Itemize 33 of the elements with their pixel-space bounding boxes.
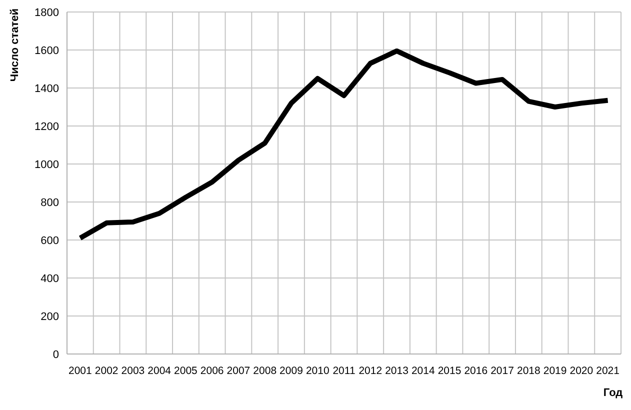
y-tick-label: 800 bbox=[40, 196, 59, 209]
x-tick-label: 2019 bbox=[543, 365, 567, 377]
y-tick-label: 1200 bbox=[34, 120, 59, 133]
x-tick-label: 2009 bbox=[280, 365, 304, 377]
y-axis-title: Число статей bbox=[9, 8, 21, 82]
x-tick-label: 2012 bbox=[358, 365, 382, 377]
x-axis-title: Год bbox=[603, 387, 623, 399]
y-tick-label: 1000 bbox=[34, 158, 59, 171]
x-tick-label: 2003 bbox=[121, 365, 145, 377]
y-tick-label: 400 bbox=[40, 272, 59, 285]
x-tick-label: 2011 bbox=[332, 365, 356, 377]
x-tick-label: 2018 bbox=[516, 365, 541, 377]
x-tick-label: 2005 bbox=[174, 365, 198, 377]
x-tick-label: 2006 bbox=[200, 365, 224, 377]
x-tick-label: 2016 bbox=[464, 365, 488, 377]
x-tick-label: 2021 bbox=[596, 365, 620, 377]
x-tick-label: 2015 bbox=[438, 365, 462, 377]
x-tick-label: 2017 bbox=[490, 365, 514, 377]
x-tick-label: 2004 bbox=[148, 365, 172, 377]
x-tick-label: 2008 bbox=[253, 365, 277, 377]
y-tick-label: 200 bbox=[40, 310, 59, 323]
x-tick-label: 2014 bbox=[411, 365, 435, 377]
x-tick-label: 2002 bbox=[94, 365, 118, 377]
x-tick-label: 2010 bbox=[306, 365, 330, 377]
x-tick-label: 2001 bbox=[68, 365, 92, 377]
y-tick-label: 1400 bbox=[34, 82, 59, 95]
x-tick-label: 2007 bbox=[226, 365, 250, 377]
y-tick-label: 600 bbox=[40, 234, 59, 247]
y-tick-label: 0 bbox=[52, 348, 59, 361]
y-tick-label: 1600 bbox=[34, 44, 59, 57]
x-tick-label: 2020 bbox=[570, 365, 594, 377]
y-tick-label: 1800 bbox=[34, 6, 59, 19]
x-tick-label: 2013 bbox=[385, 365, 409, 377]
